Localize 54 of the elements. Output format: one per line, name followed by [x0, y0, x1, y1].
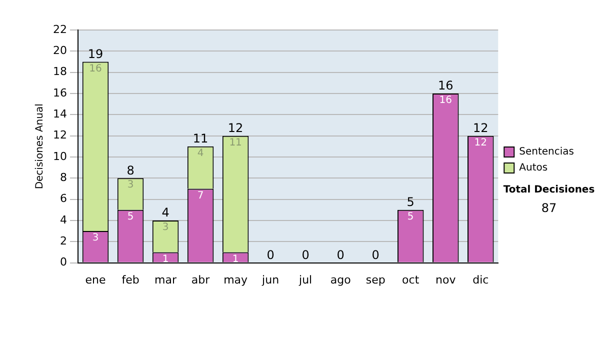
y-tick-label: 10 — [52, 150, 67, 163]
total-label: 11 — [192, 132, 208, 146]
x-tick-label: nov — [436, 273, 456, 286]
data-label: 11 — [229, 137, 242, 148]
data-label: 16 — [89, 63, 102, 74]
total-label: 5 — [406, 195, 414, 210]
total-label: 12 — [228, 120, 244, 135]
x-tick-label: jul — [298, 273, 312, 286]
y-tick-label: 8 — [60, 171, 67, 184]
text: 87 — [541, 201, 557, 216]
data-label: 3 — [162, 222, 169, 234]
data-label: 7 — [197, 190, 204, 202]
data-label: 4 — [197, 148, 204, 159]
x-tick-label: feb — [122, 273, 140, 286]
y-tick-label: 12 — [52, 128, 67, 142]
legend-label: Autos — [519, 162, 548, 174]
total-label: 12 — [472, 120, 488, 135]
data-label: 12 — [474, 137, 487, 148]
data-label: 3 — [127, 180, 134, 191]
y-tick-label: 22 — [52, 22, 67, 36]
x-tick-label: jun — [261, 273, 280, 286]
x-tick-label: ago — [330, 273, 352, 286]
total-label: 0 — [302, 248, 310, 262]
total-label: 0 — [372, 248, 380, 262]
y-axis-title: Decisiones Anual — [34, 104, 46, 190]
y-tick-label: 6 — [60, 192, 67, 206]
x-tick-label: ene — [85, 273, 106, 286]
y-tick-label: 14 — [52, 108, 67, 121]
y-tick-label: 0 — [60, 256, 67, 269]
x-tick-label: sep — [366, 273, 386, 286]
text: Total Decisiones — [503, 184, 595, 196]
legend-label: Sentencias — [519, 146, 574, 158]
y-tick-label: 20 — [52, 44, 67, 58]
total-label: 8 — [126, 163, 134, 178]
y-tick-label: 4 — [60, 213, 67, 226]
total-label: 16 — [438, 78, 454, 93]
x-tick-label: dic — [472, 273, 489, 286]
data-label: 16 — [439, 95, 452, 106]
data-label: 1 — [162, 254, 169, 265]
total-label: 0 — [266, 248, 274, 262]
total-label: 4 — [162, 206, 170, 220]
y-tick-label: 18 — [52, 65, 67, 78]
y-tick-label: 16 — [52, 86, 67, 100]
y-tick-label: 2 — [60, 234, 67, 248]
x-tick-label: mar — [154, 273, 177, 286]
total-label: 19 — [88, 46, 104, 61]
data-label: 1 — [232, 254, 239, 265]
x-tick-label: abr — [191, 273, 210, 286]
data-label: 3 — [92, 232, 99, 244]
x-tick-label: oct — [402, 273, 420, 286]
total-label: 0 — [336, 248, 344, 262]
data-label: 5 — [127, 211, 134, 222]
x-tick-label: may — [224, 273, 248, 286]
data-label: 5 — [407, 211, 414, 222]
